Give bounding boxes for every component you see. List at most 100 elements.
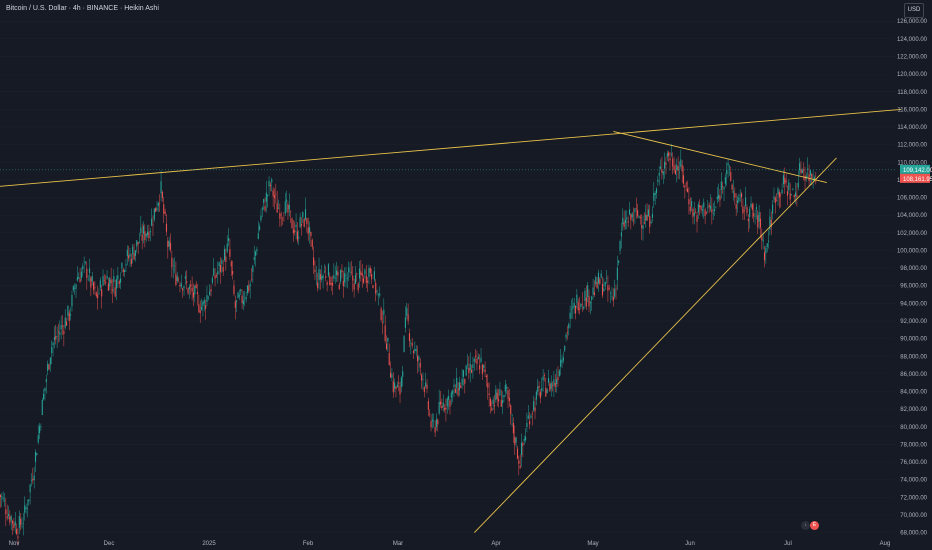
candle-body (98, 293, 100, 295)
candle-body (789, 193, 791, 200)
candle-body (290, 210, 292, 212)
candle-body (165, 223, 168, 232)
candle-body (475, 355, 477, 357)
candle-body (762, 239, 764, 242)
currency-button[interactable]: USD (904, 3, 924, 18)
candle-body (696, 215, 698, 222)
candle-body (530, 415, 532, 418)
candle-body (74, 288, 76, 289)
candle-body (249, 283, 251, 287)
candle-body (672, 158, 674, 167)
candle-body (9, 515, 11, 523)
candle-body (766, 243, 768, 247)
candle-body (628, 209, 631, 215)
candle-body (504, 384, 506, 392)
candle-body (232, 270, 234, 275)
candle-body (241, 295, 243, 303)
candle-body (269, 184, 271, 187)
candle-body (67, 305, 69, 316)
candle-body (514, 436, 516, 445)
candle-body (718, 195, 720, 199)
candle-body (701, 209, 703, 211)
candle-body (537, 386, 539, 392)
trendline[interactable] (613, 130, 827, 184)
candle-body (244, 299, 246, 300)
candle-body (601, 283, 604, 296)
candle-body (381, 322, 384, 324)
candle-body (687, 188, 689, 193)
candle-body (732, 191, 735, 193)
candle-body (196, 292, 199, 295)
candle-body (642, 225, 644, 230)
candle-body (566, 331, 568, 333)
candle-body (319, 274, 321, 280)
candle-body (32, 478, 34, 481)
candle-body (236, 300, 238, 302)
trendline[interactable] (0, 108, 902, 187)
candle-body (742, 206, 744, 214)
candle-body (736, 200, 739, 203)
x-tick-label: 2025 (202, 541, 216, 547)
candle-body (643, 222, 645, 224)
candle-body (465, 365, 467, 376)
candle-body (0, 495, 1, 497)
candle-body (223, 248, 226, 261)
candle-body (595, 277, 597, 285)
candle-body (128, 255, 130, 259)
candle-body (30, 480, 33, 481)
trendline[interactable] (474, 157, 837, 533)
candle-body (638, 215, 640, 218)
candle-body (371, 274, 373, 280)
candle-body (14, 521, 16, 526)
candle-body (284, 201, 286, 214)
candle-body (338, 284, 340, 290)
candle-body (132, 246, 134, 255)
candle-body (43, 393, 45, 400)
dividend-event-icon[interactable]: ↓ (801, 521, 810, 530)
candle-body (422, 379, 424, 380)
candle-body (357, 283, 359, 290)
candle-body (634, 208, 636, 212)
candle-body (321, 276, 323, 280)
candle-body (714, 209, 716, 212)
candle-body (556, 379, 558, 385)
candle-body (630, 214, 632, 221)
candle-body (354, 274, 357, 284)
candle-body (651, 213, 654, 219)
candle-body (429, 413, 431, 415)
candle-body (153, 208, 155, 220)
candle-body (807, 168, 809, 170)
candle-body (654, 193, 656, 195)
time-axis[interactable]: Nov Dec 2025 Feb Mar Apr May Jun Jul Aug (9, 541, 891, 547)
candle-body (612, 296, 614, 301)
candle-body (677, 166, 679, 171)
candle-body (194, 285, 196, 295)
candle-body (28, 499, 30, 502)
candle-body (178, 279, 180, 281)
candle-body (761, 236, 763, 241)
candle-body (668, 152, 670, 156)
candle-body (233, 285, 235, 295)
candle-body (553, 379, 555, 385)
trendlines[interactable] (0, 108, 902, 533)
candle-body (792, 188, 794, 190)
candle-body (107, 283, 109, 291)
candle-body (387, 337, 389, 342)
candle-body (205, 305, 207, 309)
candle-body (219, 264, 222, 272)
candle-body (508, 397, 510, 402)
candle-body (495, 389, 497, 401)
candle-body (749, 208, 751, 217)
candle-body (13, 523, 15, 528)
candle-body (399, 386, 401, 395)
candle-body (240, 289, 242, 292)
candle-body (59, 332, 61, 335)
earnings-event-icon[interactable]: E (810, 521, 819, 530)
candle-body (52, 342, 54, 346)
candle-body (688, 199, 690, 205)
candle-body (141, 234, 143, 241)
candle-body (431, 419, 433, 422)
candle-body (400, 377, 402, 387)
